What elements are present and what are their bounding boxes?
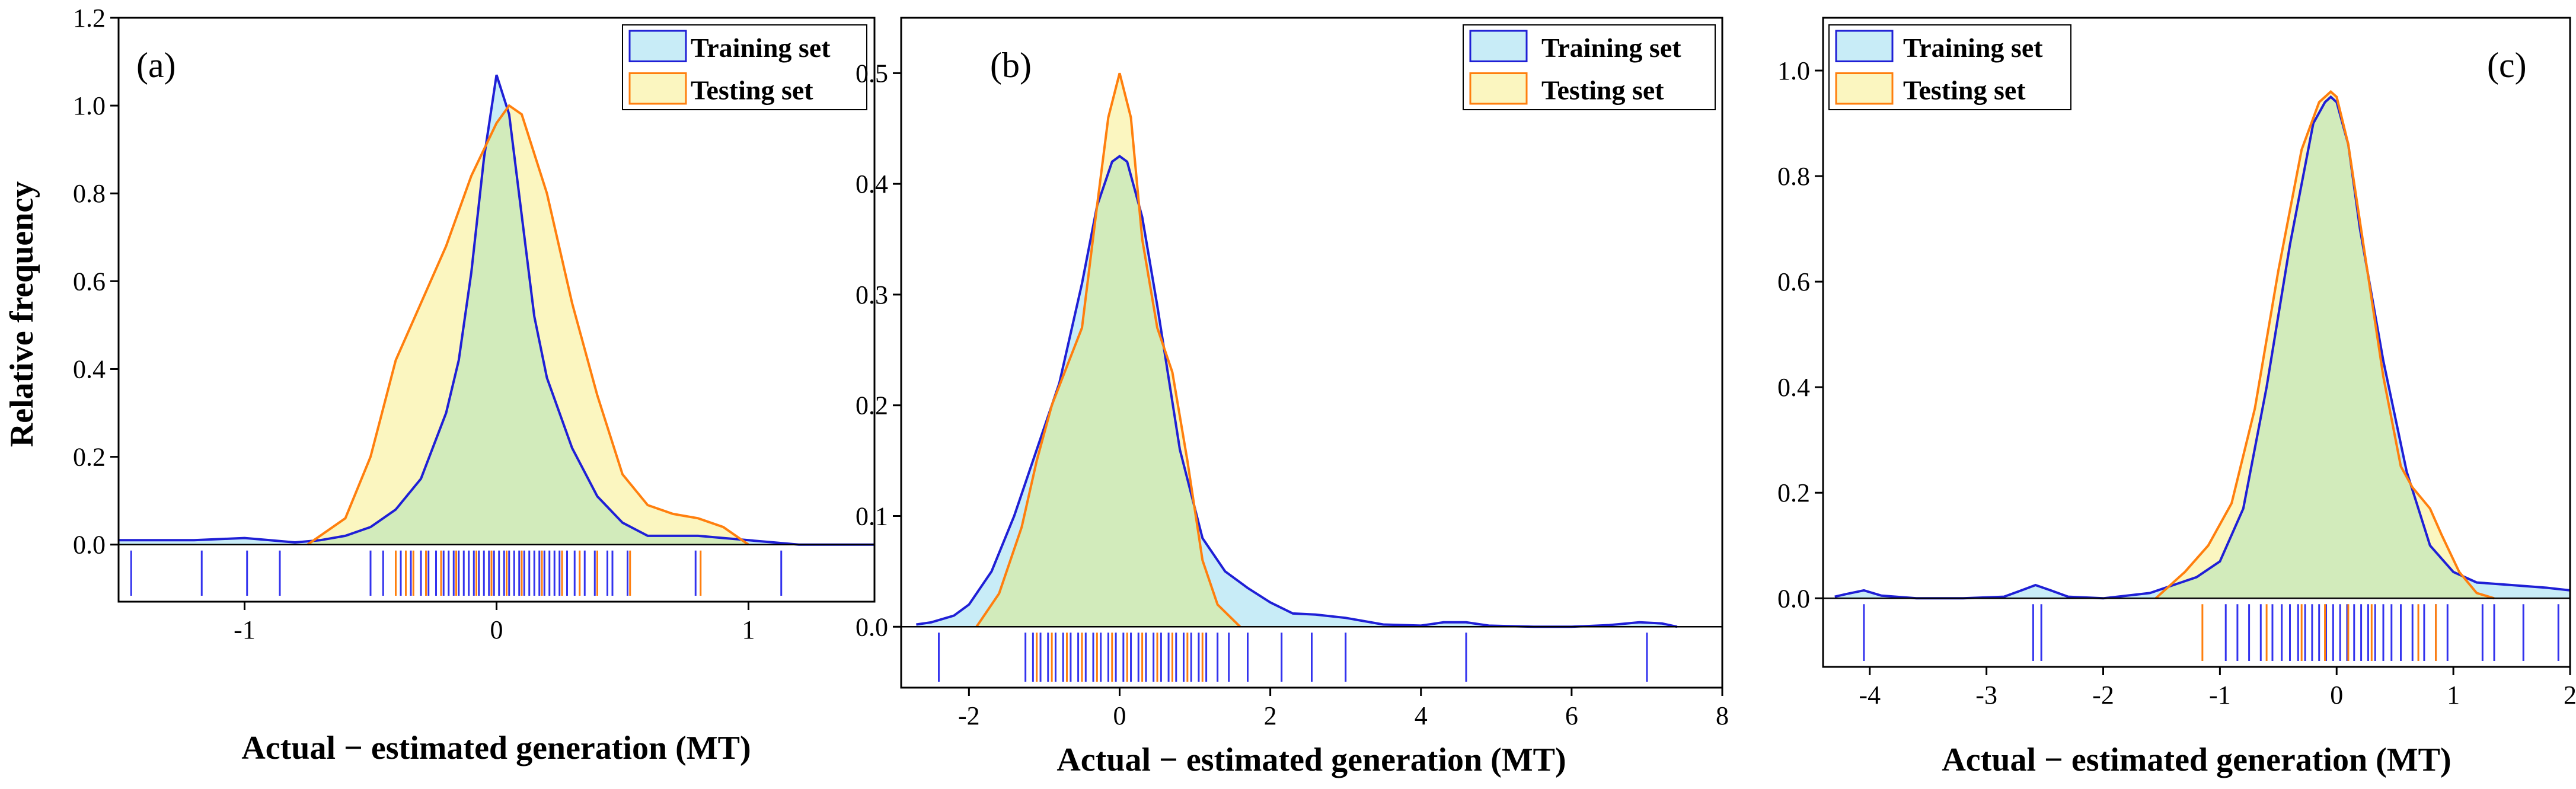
x-tick-label: 1 [742, 615, 755, 644]
y-tick-label: 0.3 [856, 280, 888, 309]
y-tick-label: 1.0 [73, 91, 106, 120]
legend-swatch [1469, 30, 1528, 62]
testing-line [307, 104, 749, 546]
y-tick-label: 0.8 [1777, 162, 1810, 191]
x-tick-label: 0 [2330, 681, 2343, 710]
plot-frame [900, 17, 1723, 689]
y-tick-label: 0.4 [1777, 373, 1810, 402]
plot-frame [1822, 17, 2571, 668]
x-tick-label: 0 [490, 615, 503, 644]
x-tick-label: 2 [1264, 701, 1277, 730]
training-area [1823, 97, 2570, 599]
y-tick-label: 0.2 [73, 443, 106, 472]
y-axis-title: Relative frequency [4, 181, 40, 447]
x-axis-title: Actual − estimated generation (MT) [241, 730, 751, 766]
panel-label: (a) [136, 46, 176, 85]
legend-label: Training set [691, 33, 831, 63]
y-tick-label: 0.6 [73, 267, 106, 296]
x-tick-label: -1 [2209, 681, 2231, 710]
legend-label: Testing set [1541, 75, 1664, 105]
legend-label: Testing set [691, 75, 813, 105]
chart-panel-3: -4 -3 -2 -1 0 1 2 0.0 0.2 0.4 0.6 0.8 1.0 (c) Actual −… [1777, 17, 2576, 778]
x-tick-label: 2 [2564, 681, 2576, 710]
x-tick-label: -2 [2092, 681, 2114, 710]
legend-swatch [1469, 72, 1528, 105]
x-tick-label: 6 [1565, 701, 1578, 730]
legend-label: Training set [1541, 33, 1681, 63]
plot-area [901, 72, 1722, 682]
overlap-area [119, 109, 874, 545]
legend-swatch [1835, 72, 1894, 105]
x-tick-label: 0 [1113, 701, 1126, 730]
y-tick-label: 0.2 [1777, 478, 1810, 507]
testing-line [975, 72, 1241, 628]
legend: Training set Testing set [1828, 24, 2071, 110]
y-tick-label: 0.8 [73, 179, 106, 208]
x-axis-title: Actual − estimated generation (MT) [1942, 742, 2451, 778]
x-tick-label: -1 [234, 615, 256, 644]
x-tick-label: -2 [958, 701, 980, 730]
plot-area [1823, 90, 2570, 661]
x-tick-label: 4 [1415, 701, 1428, 730]
legend-swatch [628, 72, 687, 105]
x-tick-label: 8 [1716, 701, 1729, 730]
y-tick-label: 0.0 [856, 612, 888, 641]
y-tick-label: 1.0 [1777, 56, 1810, 85]
legend: Training set Testing set [622, 24, 867, 110]
y-tick-label: 1.2 [73, 4, 106, 33]
plot-area [119, 74, 874, 596]
x-tick-label: -4 [1859, 681, 1881, 710]
overlap-area [1823, 97, 2570, 599]
y-tick-label: 0.0 [73, 531, 106, 560]
training-line [119, 74, 874, 546]
chart-panel-1: -1 0 1 0.0 0.2 0.4 0.6 0.8 1.0 1.2 (a) Actual − est… [4, 4, 876, 766]
legend: Training set Testing set [1463, 24, 1716, 110]
testing-area [1823, 92, 2570, 599]
overlap-area [901, 156, 1722, 627]
legend-label: Training set [1903, 33, 2043, 63]
x-tick-label: -3 [1975, 681, 1997, 710]
y-tick-label: 0.4 [856, 170, 888, 199]
panel-label: (b) [990, 46, 1032, 85]
y-tick-label: 0.4 [73, 354, 106, 384]
training-line [1834, 95, 2570, 600]
x-axis-title: Actual − estimated generation (MT) [1056, 742, 1566, 778]
y-tick-label: 0.1 [856, 501, 888, 531]
y-tick-label: 0.6 [1777, 267, 1810, 296]
y-tick-label: 0.0 [1777, 584, 1810, 613]
y-tick-label: 0.5 [856, 59, 888, 88]
legend-swatch [1835, 30, 1894, 62]
testing-line [2154, 90, 2495, 600]
legend-label: Testing set [1903, 75, 2026, 105]
legend-swatch [628, 30, 687, 62]
x-tick-label: 1 [2447, 681, 2460, 710]
y-tick-label: 0.2 [856, 391, 888, 420]
panel-label: (c) [2487, 46, 2527, 85]
chart-panel-2: -2 0 2 4 6 8 0.0 0.1 0.2 0.3 0.4 0.5 (b) Actual − est… [856, 17, 1729, 778]
